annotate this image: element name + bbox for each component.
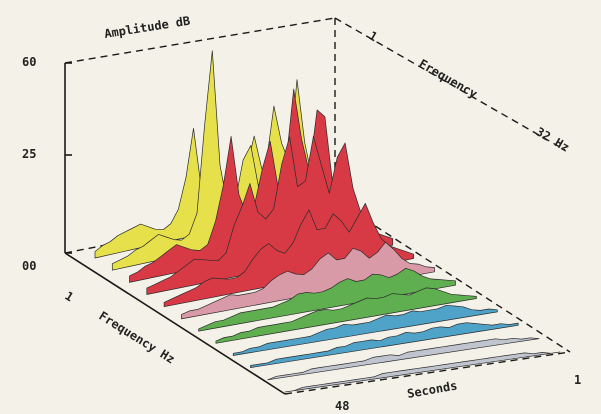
back-top-edge (64, 17, 336, 64)
spectrum-ribbon-s11 (267, 337, 540, 381)
time-end-label: 1 (574, 373, 581, 387)
spectrum-ribbon-s9 (232, 304, 498, 356)
front-freq-start-label: 1 (62, 289, 76, 305)
spectrum-ribbon-s10 (250, 322, 519, 368)
spectrum-ribbon-s7 (198, 267, 456, 332)
spectrum-surface (94, 50, 561, 393)
z-tick-label-00: 00 (22, 259, 36, 273)
time-axis-label: Seconds (406, 378, 458, 401)
spectrum-ribbon-s5 (163, 202, 414, 308)
floor-front-edge (284, 351, 571, 395)
spectrum-ribbon-s12 (284, 351, 561, 393)
top-right-edge (334, 17, 566, 151)
time-start-label: 48 (335, 399, 349, 413)
spectrum-ribbon-s6 (181, 241, 435, 320)
floor-left-edge (64, 252, 286, 395)
z-tick-label-25: 25 (22, 147, 36, 161)
spectrum-ribbon-s8 (215, 287, 477, 344)
z-axis-label: Amplitude dB (103, 14, 191, 41)
z-tick-label-60: 60 (22, 55, 36, 69)
back-freq-axis-label: Frequency (417, 56, 480, 101)
back-freq-end-label: 32 Hz (534, 124, 572, 154)
floor-right-edge (334, 199, 571, 353)
